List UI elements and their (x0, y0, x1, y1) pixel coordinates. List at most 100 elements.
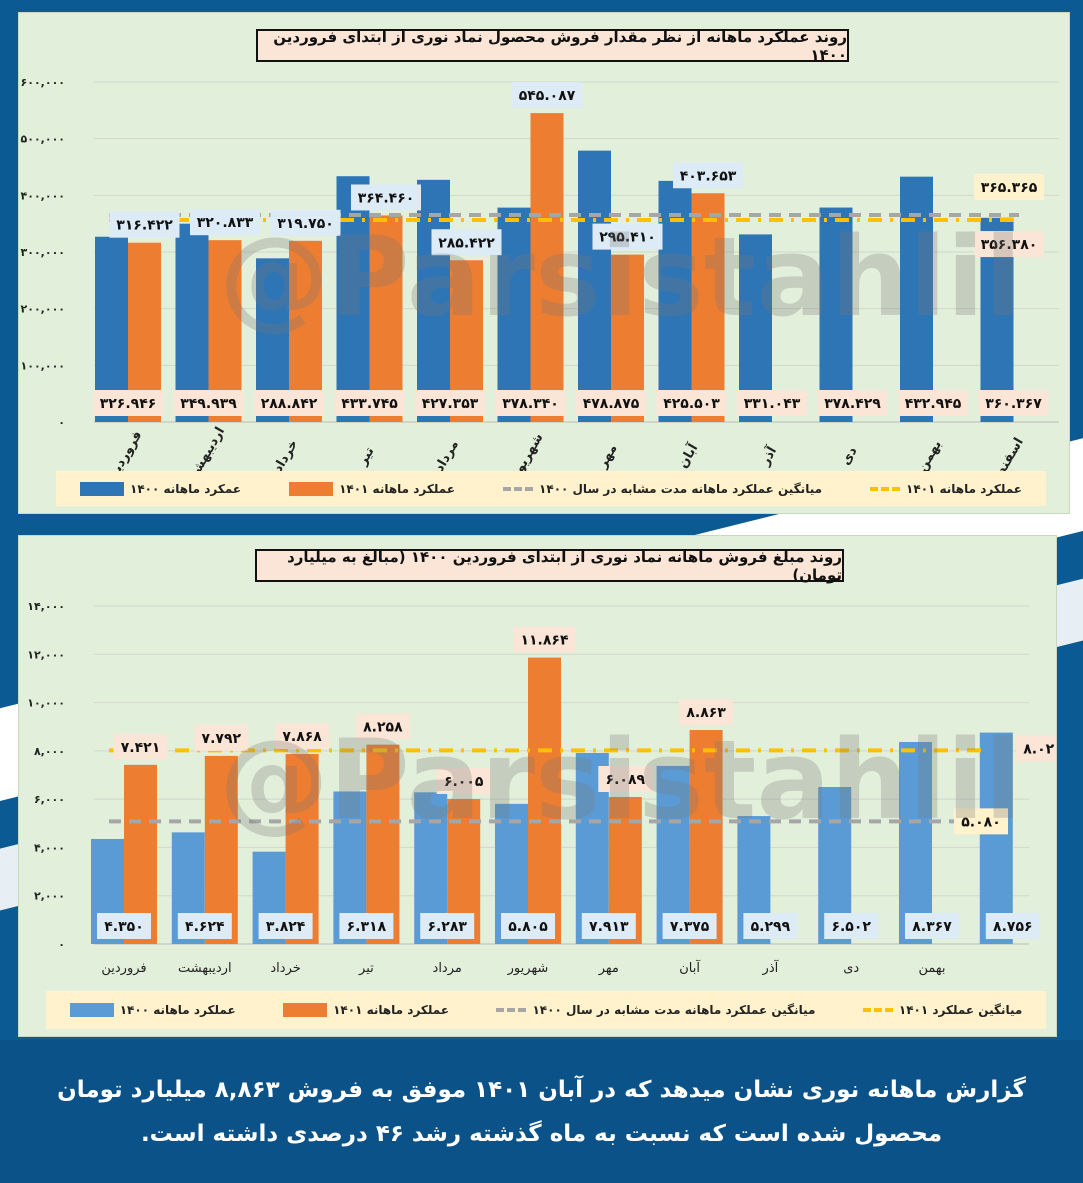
data-label-1401: ۳۶۴.۴۶۰ (358, 190, 415, 206)
data-label-1400: ۶.۲۸۳ (427, 919, 467, 935)
legend-swatch (862, 1008, 893, 1012)
legend-swatch (69, 1003, 114, 1017)
y-tick-label: ۵۰۰,۰۰۰ (21, 133, 65, 146)
data-label-1401: ۷.۸۶۸ (282, 729, 322, 745)
data-label-1401-bg (109, 211, 180, 238)
data-label-1400-bg (173, 390, 244, 416)
data-label-1400: ۸.۷۵۶ (993, 919, 1033, 935)
data-label-1401: ۶.۰۰۵ (444, 774, 484, 790)
data-label-1400-bg (495, 390, 566, 416)
data-label-1401: ۲۹۵.۴۱۰ (599, 230, 656, 246)
data-label-1401: ۶.۰۸۹ (606, 772, 646, 788)
data-label-1401-bg (355, 713, 410, 740)
data-label-1400: ۵.۲۹۹ (751, 919, 791, 935)
legend-swatch (496, 1008, 527, 1012)
data-label-1400: ۵.۸۰۵ (508, 919, 548, 935)
x-tick-label: دی (843, 961, 859, 976)
data-label-1400: ۳۷۸.۳۴۰ (502, 396, 559, 412)
data-label-1401: ۴۰۳.۶۵۳ (680, 168, 737, 184)
data-label-1401-bg (351, 184, 421, 211)
data-label-1401: ۷.۴۲۱ (121, 740, 161, 756)
data-label-1400: ۷.۳۷۵ (670, 919, 710, 935)
reference-line-label-bg (974, 231, 1044, 258)
x-tick-label: آذر (756, 443, 781, 469)
reference-line-label: ۳۵۶.۳۸۰ (981, 237, 1038, 253)
bar-1401 (689, 730, 723, 944)
x-tick-label: آبان (674, 440, 702, 471)
data-label-1400-bg (334, 390, 405, 416)
y-tick-label: ۱۰,۰۰۰ (27, 697, 65, 710)
bar-1400 (979, 732, 1013, 944)
x-tick-label: خرداد (270, 961, 300, 976)
bar-1401 (530, 113, 564, 422)
reference-line-label-bg (974, 173, 1044, 200)
legend-item-1401: عملکرد ماهانه ۱۴۰۱ (283, 1003, 449, 1017)
x-tick-label: بهمن (915, 438, 945, 475)
data-label-1400-bg (985, 913, 1040, 939)
legend-item-1400: عمکرد ماهانه ۱۴۰۰ (80, 481, 241, 496)
x-tick-label: آذر (762, 959, 780, 976)
data-label-1401-bg (431, 229, 502, 256)
x-tick-label: دی (838, 444, 860, 468)
bar-1400 (900, 176, 933, 422)
data-label-1401: ۷.۷۹۲ (202, 731, 242, 747)
legend-item-avg-1401: میانگین عملکرد ۱۴۰۱ (862, 1003, 1022, 1017)
data-label-1400-bg (415, 390, 485, 416)
y-tick-label: ۱۲,۰۰۰ (27, 648, 65, 661)
data-label-1400-bg (501, 913, 555, 939)
data-label-1400: ۲۸۸.۸۴۲ (261, 396, 318, 412)
legend-item-1400: عملکرد ماهانه ۱۴۰۰ (69, 1003, 236, 1017)
y-tick-label: ۴۰۰,۰۰۰ (21, 189, 65, 202)
data-label-1400: ۳۲۶.۹۴۶ (100, 396, 157, 412)
data-label-1401-bg (436, 768, 491, 795)
y-tick-label: ۰ (58, 416, 65, 429)
bar-1400 (899, 741, 932, 944)
legend-swatch (870, 486, 901, 491)
bar-1401 (366, 744, 400, 944)
data-label-1400-bg (978, 390, 1049, 416)
y-tick-label: ۴,۰۰۰ (34, 841, 65, 854)
data-label-1401-bg (598, 765, 653, 792)
data-label-1400-bg (97, 913, 151, 939)
y-tick-label: ۶۰۰,۰۰۰ (21, 76, 65, 89)
bar-1400 (578, 150, 611, 422)
x-tick-label: خرداد (271, 437, 302, 475)
summary-caption: گزارش ماهانه نوری نشان میدهد که در آبان … (0, 1040, 1083, 1183)
data-label-1401: ۳۱۹.۷۵۰ (277, 216, 334, 232)
data-label-1400: ۳.۸۲۴ (266, 919, 306, 935)
data-label-1401-bg (679, 699, 734, 726)
data-label-1400: ۳۳۱.۰۴۳ (744, 396, 801, 412)
reference-line-label: ۵.۰۸۰ (961, 814, 1001, 830)
data-label-1400: ۴۷۸.۸۷۵ (583, 396, 640, 412)
x-tick-label: اردیبهشت (178, 961, 232, 976)
data-label-1401-bg (113, 733, 168, 760)
data-label-1400: ۶.۳۱۸ (347, 919, 387, 935)
bar-1401 (285, 754, 319, 944)
data-label-1400: ۳۷۸.۴۲۹ (824, 396, 881, 412)
data-label-1400-bg (339, 913, 394, 939)
data-label-1401: ۱۱.۸۶۴ (520, 633, 568, 649)
data-label-1401-bg (512, 82, 582, 109)
y-tick-label: ۲۰۰,۰۰۰ (21, 303, 65, 316)
data-label-1400: ۴۲۷.۳۵۳ (422, 396, 479, 412)
legend-item-avg-1400: میانگین عملکرد ماهانه مدت مشابه در سال ۱… (503, 482, 822, 496)
data-label-1401-bg (270, 209, 341, 236)
data-label-1400-bg (258, 913, 313, 939)
x-tick-label: مرداد (432, 438, 462, 475)
x-tick-label: مرداد (433, 961, 462, 976)
y-tick-label: ۸,۰۰۰ (34, 745, 65, 758)
legend-item-avg-1400: میانگین عملکرد ماهانه مدت مشابه در سال ۱… (496, 1003, 815, 1017)
y-tick-label: ۲,۰۰۰ (34, 890, 65, 903)
x-tick-label: بهمن (918, 961, 945, 976)
reference-line-label: ۳۶۵.۳۶۵ (981, 180, 1038, 196)
bar-chart: ۰ ۱۰۰,۰۰۰ ۲۰۰,۰۰۰ ۳۰۰,۰۰۰ ۴۰۰,۰۰۰ ۵۰۰,۰۰۰ ۶۰۰,… (21, 76, 1059, 488)
y-tick-label: ۱۴,۰۰۰ (27, 600, 65, 613)
data-label-1400-bg (420, 913, 475, 939)
data-label-1400: ۸.۳۶۷ (912, 919, 952, 935)
x-tick-label: مهر (598, 961, 619, 976)
x-tick-label: شهریور (507, 961, 549, 976)
data-label-1400-bg (743, 913, 798, 939)
data-label-1401-bg (194, 724, 249, 751)
x-tick-label: آبان (679, 959, 701, 976)
data-label-1401-bg (190, 209, 260, 236)
